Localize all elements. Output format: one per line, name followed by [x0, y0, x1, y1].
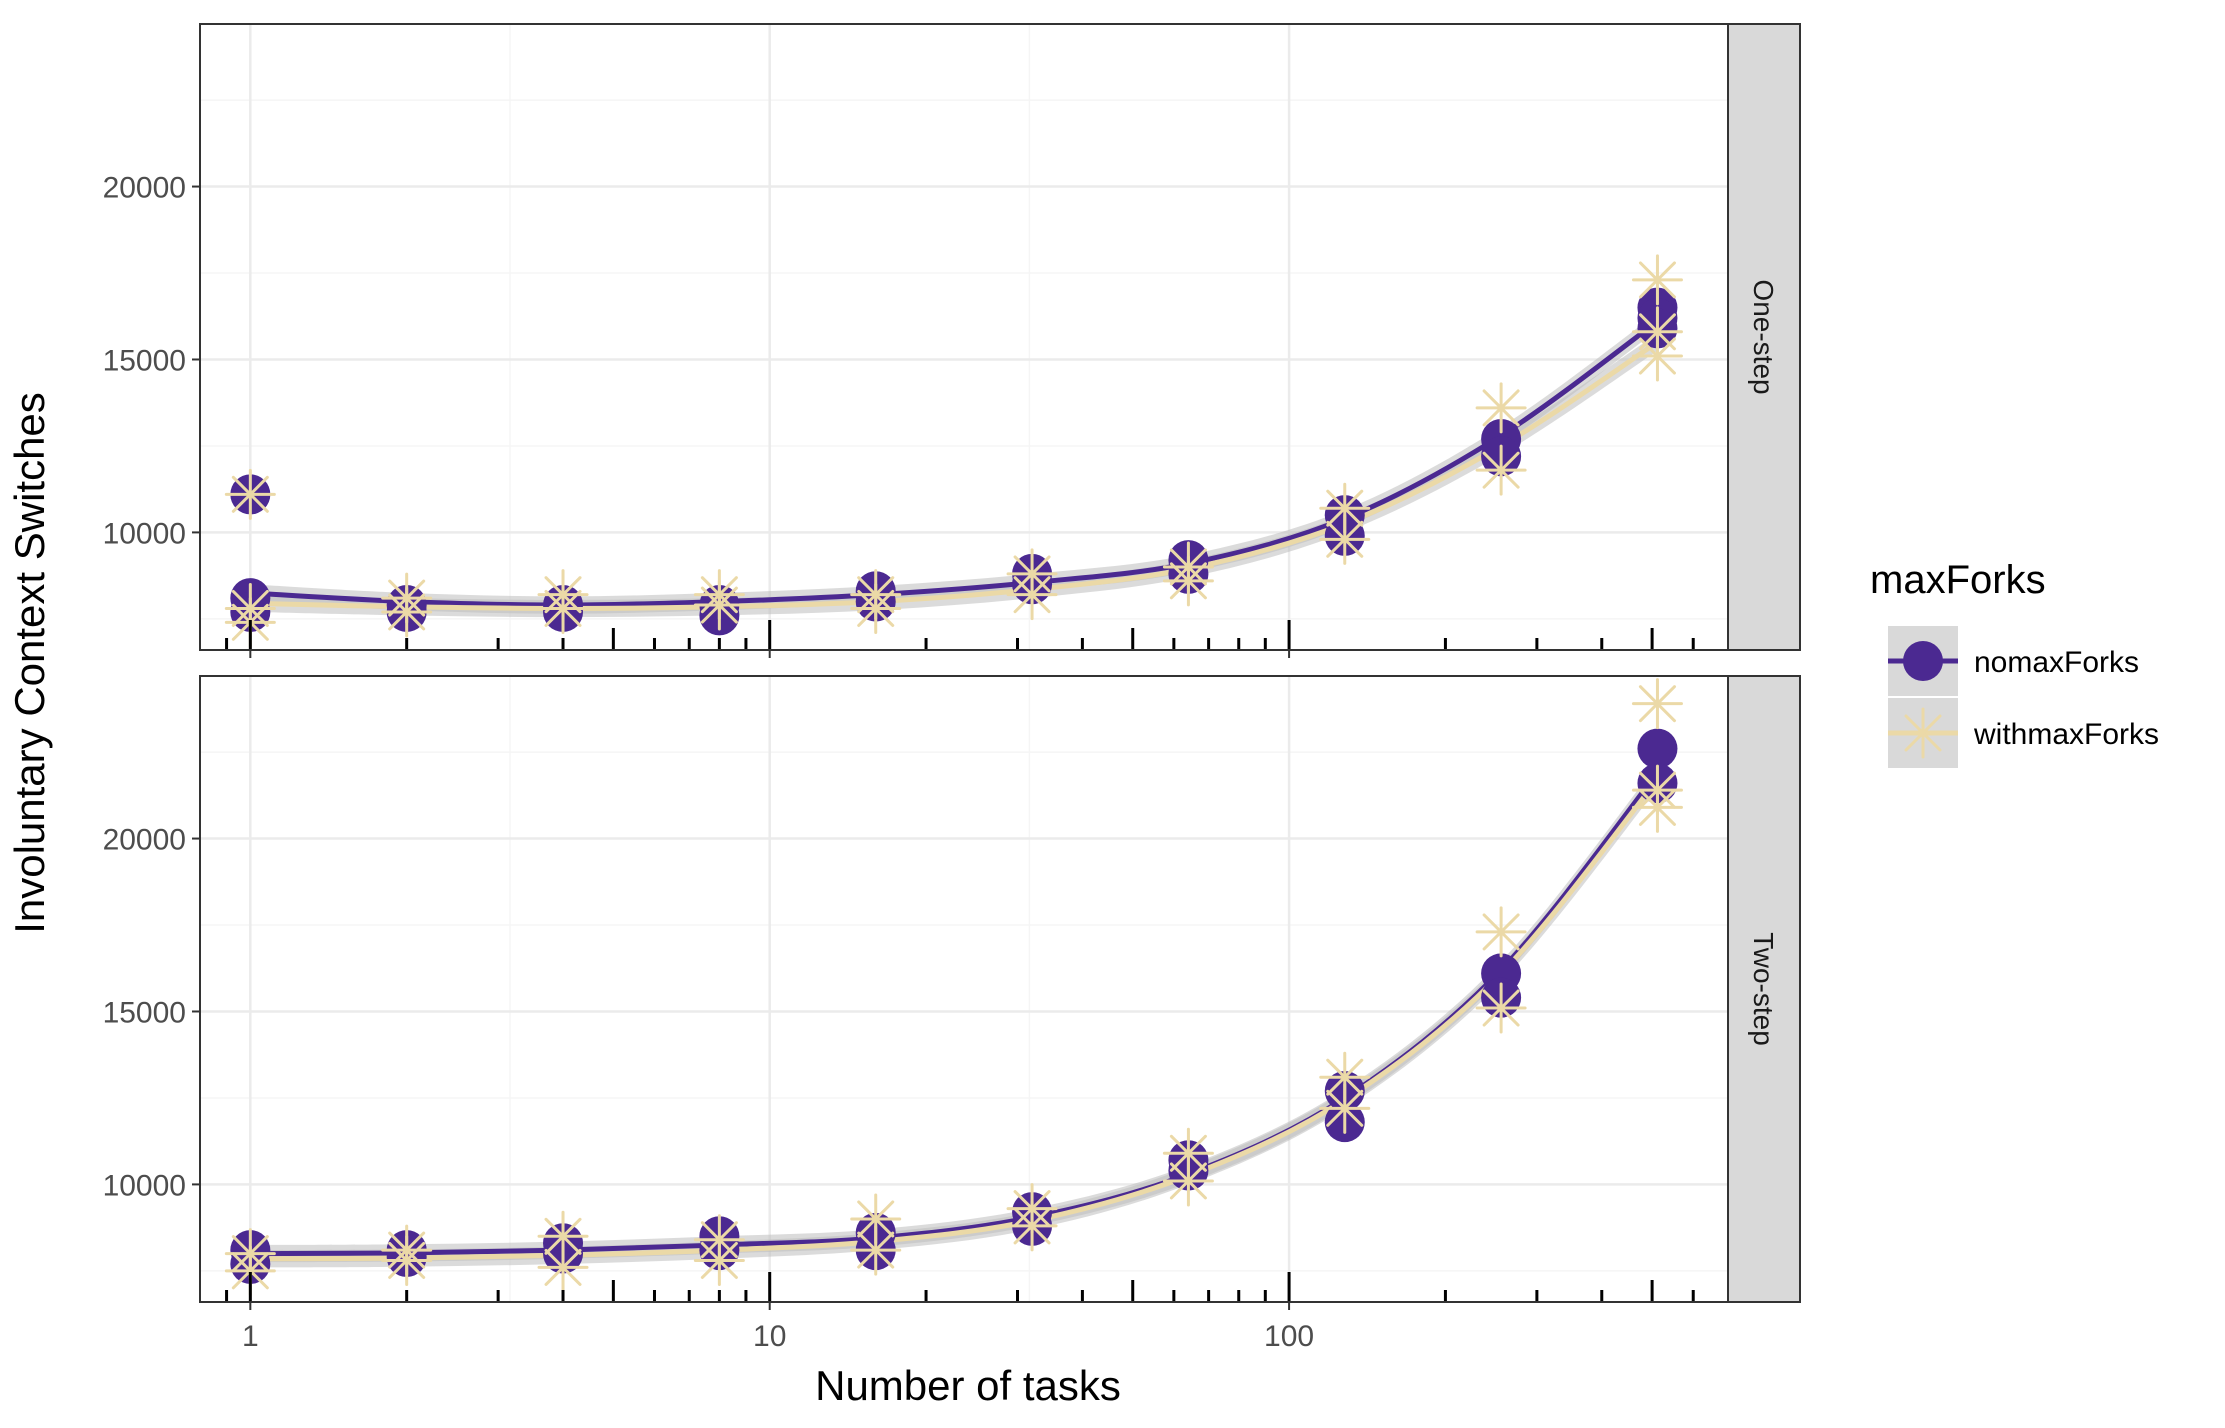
facet-strip: Two-step	[1727, 675, 1801, 1303]
y-axis: 10000 15000 20000	[103, 824, 200, 1202]
y-tick-label: 20000	[103, 824, 186, 857]
x-axis-title: Number of tasks	[815, 1362, 1121, 1409]
point-withmaxForks	[1006, 569, 1058, 621]
y-axis-title: Involuntary Context Switches	[6, 392, 53, 934]
legend-key-withmaxForks: withmaxForks	[1888, 698, 2159, 768]
point-withmaxForks	[693, 1234, 745, 1286]
legend-label: withmaxForks	[1973, 718, 2159, 751]
x-axis: 1 10 100	[242, 1302, 1314, 1353]
point-withmaxForks	[1475, 382, 1527, 434]
smooth-fits	[250, 312, 1659, 618]
point-withmaxForks	[850, 1224, 902, 1276]
point-withmaxForks	[1006, 1200, 1058, 1252]
point-withmaxForks	[693, 579, 745, 631]
log-ticks	[225, 1272, 1695, 1302]
confidence-ribbon-withmaxForks	[250, 333, 1658, 618]
data-points	[224, 254, 1683, 648]
point-withmaxForks	[537, 1241, 589, 1293]
point-withmaxForks	[1319, 513, 1371, 565]
fit-line-withmaxForks	[250, 778, 1660, 1262]
legend-key-nomaxForks: nomaxForks	[1888, 626, 2139, 696]
fit-line-nomaxForks	[250, 319, 1659, 608]
smooth-fits	[250, 764, 1660, 1268]
y-tick-label: 15000	[103, 996, 186, 1029]
facet-strip-background	[1727, 23, 1801, 651]
legend-keys: nomaxForks withmaxForks	[1888, 626, 2159, 768]
point-withmaxForks	[1631, 254, 1683, 306]
point-withmaxForks	[224, 468, 276, 520]
point-withmaxForks	[1319, 1082, 1371, 1134]
panel-background	[200, 24, 1728, 650]
legend: maxForks nomaxForks withmaxForks	[1870, 558, 2159, 768]
point-withmaxForks	[850, 582, 902, 634]
y-axis: 10000 15000 20000	[103, 172, 200, 550]
point-withmaxForks	[1631, 330, 1683, 382]
point-nomaxForks	[1637, 728, 1678, 769]
facet-strip-label: One-step	[1748, 279, 1779, 394]
point-withmaxForks	[1475, 906, 1527, 958]
x-axis	[249, 650, 1291, 658]
legend-key-symbol	[1903, 641, 1943, 681]
grid	[200, 676, 1728, 1302]
facet-strip-background	[1727, 675, 1801, 1303]
point-withmaxForks	[381, 586, 433, 638]
x-tick-label: 1	[242, 1320, 259, 1353]
data-points	[224, 678, 1683, 1297]
point-withmaxForks	[1475, 444, 1527, 496]
panel-one-step: 10000 15000 20000 One-step	[103, 23, 1801, 658]
point-withmaxForks	[381, 1234, 433, 1286]
point-withmaxForks	[1162, 1155, 1214, 1207]
point-withmaxForks	[1631, 781, 1683, 833]
log-ticks	[225, 620, 1695, 650]
facet-strip-label: Two-step	[1748, 932, 1779, 1046]
fit-line-withmaxForks	[250, 340, 1659, 612]
point-withmaxForks	[1162, 1127, 1214, 1179]
facet-strip: One-step	[1727, 23, 1801, 651]
panel-two-step: 10000 15000 20000 1 10 100 Two-step	[103, 675, 1801, 1353]
grid	[200, 24, 1728, 650]
legend-title: maxForks	[1870, 558, 2046, 602]
legend-key-symbol	[1897, 707, 1949, 759]
y-tick-label: 20000	[103, 172, 186, 205]
x-tick-label: 10	[753, 1320, 786, 1353]
point-withmaxForks	[1162, 555, 1214, 607]
point-withmaxForks	[1475, 982, 1527, 1034]
y-tick-label: 15000	[103, 344, 186, 377]
point-withmaxForks	[1631, 678, 1683, 730]
point-withmaxForks	[537, 582, 589, 634]
x-tick-label: 100	[1264, 1320, 1314, 1353]
y-tick-label: 10000	[103, 1169, 186, 1202]
y-tick-label: 10000	[103, 517, 186, 550]
legend-label: nomaxForks	[1974, 646, 2139, 679]
